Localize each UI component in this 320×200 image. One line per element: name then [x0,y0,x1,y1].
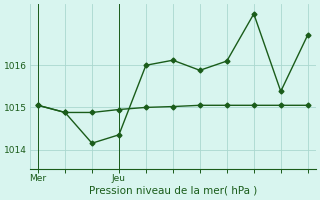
X-axis label: Pression niveau de la mer( hPa ): Pression niveau de la mer( hPa ) [89,186,257,196]
